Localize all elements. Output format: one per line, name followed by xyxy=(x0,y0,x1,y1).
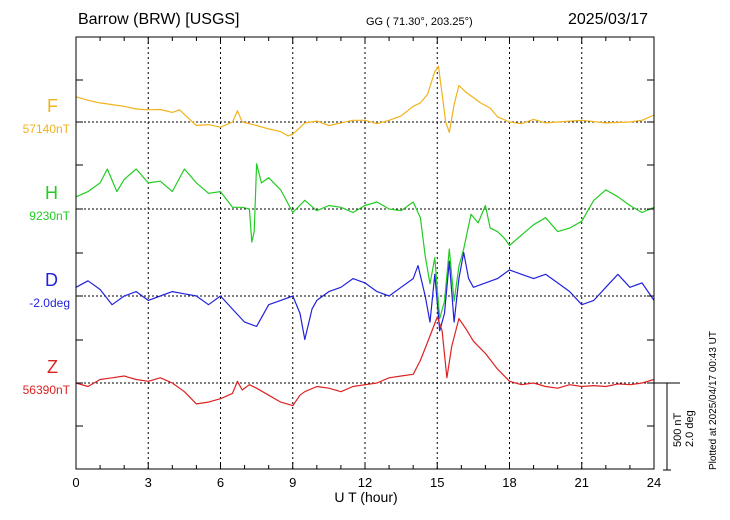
tick-label-12: 12 xyxy=(358,475,372,490)
series-line-H xyxy=(75,163,655,320)
tick-label-18: 18 xyxy=(502,475,516,490)
series-line-D xyxy=(75,251,655,341)
tick-label-21: 21 xyxy=(575,475,589,490)
component-letter-H: H xyxy=(45,183,58,203)
series-line-F xyxy=(75,65,655,137)
tick-label-3: 3 xyxy=(145,475,152,490)
tick-label-6: 6 xyxy=(217,475,224,490)
scale-nt-label: 500 nT xyxy=(672,412,684,447)
series-line-Z xyxy=(75,316,655,407)
component-baseline-F: 57140nT xyxy=(22,122,70,136)
component-letter-Z: Z xyxy=(47,357,58,377)
tick-label-24: 24 xyxy=(647,475,661,490)
component-baseline-Z: 56390nT xyxy=(22,383,70,397)
station-title: Barrow (BRW) [USGS] xyxy=(78,11,240,28)
component-letter-D: D xyxy=(45,270,58,290)
component-baseline-H: 9230nT xyxy=(29,209,70,223)
series-layer xyxy=(75,65,655,407)
coordinates-label: GG ( 71.30°, 203.25°) xyxy=(366,16,473,28)
x-axis-label: U T (hour) xyxy=(334,489,397,505)
x-ticks: 0 3 6 9 12 15 18 21 24 xyxy=(72,37,661,490)
scale-bar xyxy=(654,382,680,471)
component-letter-F: F xyxy=(47,96,58,116)
tick-label-0: 0 xyxy=(72,475,79,490)
scale-deg-label: 2.0 deg xyxy=(684,410,696,447)
date-label: 2025/03/17 xyxy=(568,11,649,28)
component-baseline-D: -2.0deg xyxy=(29,296,70,310)
tick-label-9: 9 xyxy=(289,475,296,490)
tick-label-15: 15 xyxy=(430,475,444,490)
plotted-note: Plotted at 2025/04/17 00:43 UT xyxy=(708,331,719,470)
chart-grid xyxy=(147,37,583,469)
